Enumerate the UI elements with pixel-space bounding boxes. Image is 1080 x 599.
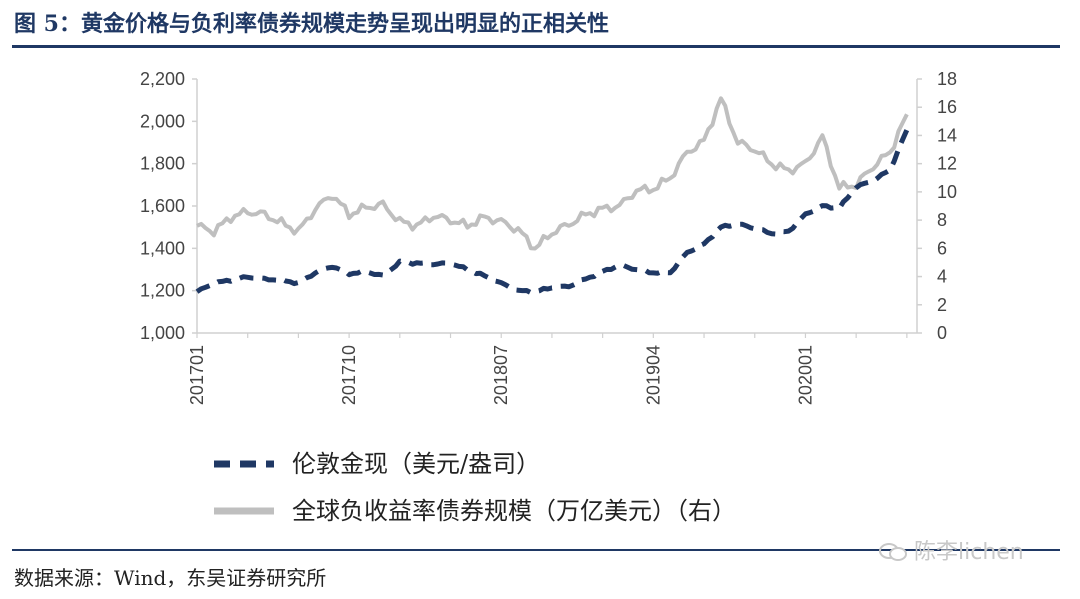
legend-label-gold: 伦敦金现（美元/盎司） xyxy=(292,450,540,478)
y-right-tick-label: 0 xyxy=(937,323,947,343)
figure-title: 图 5：黄金价格与负利率债券规模走势呈现出明显的正相关性 xyxy=(14,11,609,37)
y-right-tick-label: 16 xyxy=(937,97,957,117)
y-left-tick-label: 1,600 xyxy=(140,196,185,216)
y-right-tick-label: 6 xyxy=(937,238,947,258)
y-right-tick-label: 18 xyxy=(937,69,957,89)
x-tick-label: 201710 xyxy=(339,345,359,405)
x-tick-label: 201807 xyxy=(491,345,511,405)
top-rule xyxy=(12,45,1060,48)
x-tick-label: 201904 xyxy=(643,345,663,405)
y-right-tick-label: 14 xyxy=(937,125,957,145)
legend-label-negative-bonds: 全球负收益率债券规模（万亿美元）（右） xyxy=(292,497,736,525)
x-axis-ticks: 201701 201710 201807 201904 202001 xyxy=(187,333,908,405)
x-tick-label: 202001 xyxy=(795,345,815,405)
y-right-tick-label: 8 xyxy=(937,210,947,230)
y-left-tick-label: 2,200 xyxy=(140,69,185,89)
wechat-icon xyxy=(879,543,907,561)
y-left-tick-label: 1,000 xyxy=(140,323,185,343)
y-left-axis-ticks: 1,000 1,200 1,400 1,600 1,800 2,000 2,200 xyxy=(140,69,197,343)
plot-series xyxy=(195,96,910,296)
watermark-text: 陈李lichen xyxy=(914,540,1024,565)
legend: 伦敦金现（美元/盎司） 全球负收益率债券规模（万亿美元）（右） xyxy=(214,450,736,525)
source-note: 数据来源：Wind，东吴证券研究所 xyxy=(14,566,327,590)
y-right-tick-label: 10 xyxy=(937,182,957,202)
y-left-tick-label: 1,800 xyxy=(140,154,185,174)
x-tick-label: 201701 xyxy=(187,345,207,405)
bottom-rule xyxy=(12,549,1060,551)
y-left-tick-label: 1,200 xyxy=(140,281,185,301)
y-left-tick-label: 1,400 xyxy=(140,238,185,258)
y-right-tick-label: 12 xyxy=(937,154,957,174)
y-right-tick-label: 2 xyxy=(937,295,947,315)
y-right-tick-label: 4 xyxy=(937,267,947,287)
series-line-gold xyxy=(195,128,910,296)
watermark: 陈李lichen xyxy=(878,534,1024,566)
series-line-negative-bonds xyxy=(196,96,909,251)
chart-axes xyxy=(196,79,918,334)
y-left-tick-label: 2,000 xyxy=(140,111,185,131)
y-right-axis-ticks: 0 2 4 6 8 10 12 14 16 18 xyxy=(917,69,957,343)
